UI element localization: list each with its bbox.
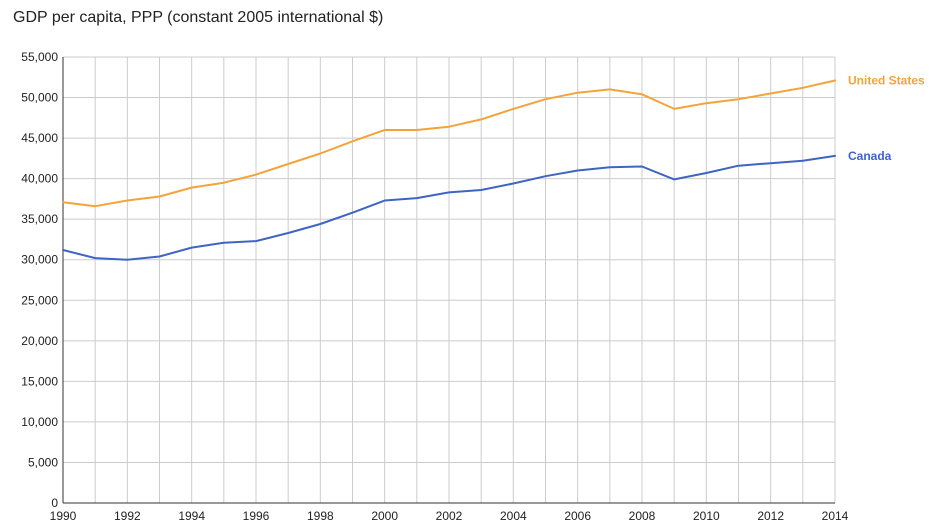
x-tick-label: 2008 — [629, 509, 656, 523]
y-tick-label: 10,000 — [21, 415, 58, 429]
y-tick-label: 45,000 — [21, 131, 58, 145]
x-tick-label: 2002 — [436, 509, 463, 523]
tick-labels: 0 5,000 10,000 15,000 20,000 25,000 30,000 35,0… — [21, 50, 848, 523]
series-labels: United States Canada — [848, 74, 925, 163]
series-layer — [62, 79, 836, 261]
y-tick-label: 5,000 — [28, 455, 58, 469]
x-tick-label: 2010 — [693, 509, 720, 523]
y-tick-label: 15,000 — [21, 374, 58, 388]
x-tick-label: 2014 — [822, 509, 849, 523]
x-tick-label: 2006 — [564, 509, 591, 523]
grid-layer — [62, 56, 836, 504]
x-tick-label: 1990 — [50, 509, 77, 523]
series-line-canada — [62, 154, 836, 261]
y-tick-label: 0 — [51, 496, 58, 510]
x-tick-label: 2000 — [371, 509, 398, 523]
x-tick-label: 1998 — [307, 509, 334, 523]
y-tick-label: 40,000 — [21, 172, 58, 186]
y-tick-label: 20,000 — [21, 334, 58, 348]
y-tick-label: 35,000 — [21, 212, 58, 226]
x-tick-label: 1994 — [178, 509, 205, 523]
series-line-united-states — [62, 79, 836, 208]
x-tick-label: 2012 — [757, 509, 784, 523]
x-tick-label: 1996 — [243, 509, 270, 523]
x-tick-label: 1992 — [114, 509, 141, 523]
y-tick-label: 30,000 — [21, 253, 58, 267]
y-tick-label: 50,000 — [21, 91, 58, 105]
series-label: United States — [848, 74, 925, 88]
x-tick-label: 2004 — [500, 509, 527, 523]
y-tick-label: 55,000 — [21, 50, 58, 64]
series-label: Canada — [848, 149, 892, 163]
y-tick-label: 25,000 — [21, 293, 58, 307]
chart-title: GDP per capita, PPP (constant 2005 inter… — [13, 9, 384, 26]
